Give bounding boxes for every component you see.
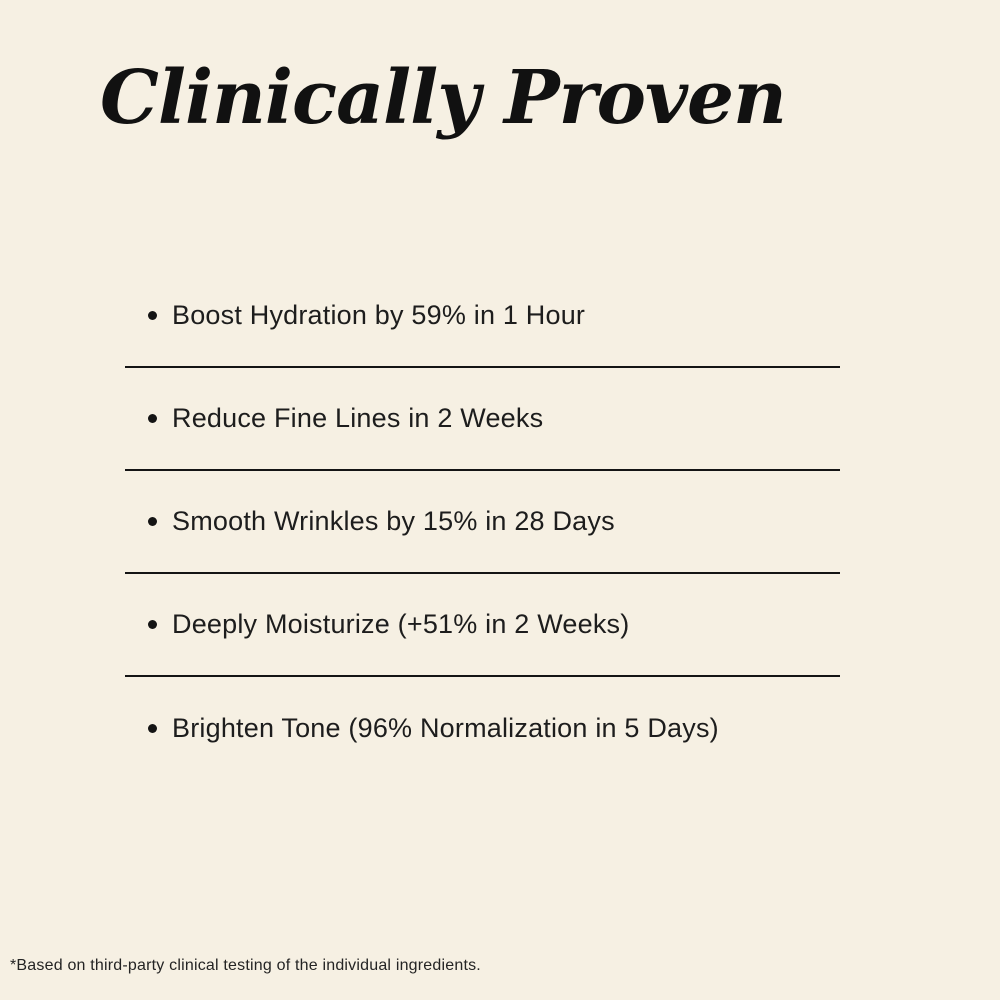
list-item: Reduce Fine Lines in 2 Weeks — [125, 368, 840, 471]
benefit-text: Brighten Tone (96% Normalization in 5 Da… — [172, 713, 719, 743]
footnote-text: *Based on third-party clinical testing o… — [10, 957, 481, 974]
list-item: Deeply Moisturize (+51% in 2 Weeks) — [125, 574, 840, 677]
benefit-list: Boost Hydration by 59% in 1 Hour Reduce … — [125, 265, 840, 780]
list-item: Boost Hydration by 59% in 1 Hour — [125, 265, 840, 368]
list-item: Smooth Wrinkles by 15% in 28 Days — [125, 471, 840, 574]
bullet-icon — [148, 620, 157, 629]
bullet-icon — [148, 414, 157, 423]
benefit-text: Boost Hydration by 59% in 1 Hour — [172, 300, 586, 330]
bullet-icon — [148, 311, 157, 320]
page-title: Clinically Proven — [100, 55, 787, 141]
bullet-icon — [148, 724, 157, 733]
list-item: Brighten Tone (96% Normalization in 5 Da… — [125, 677, 840, 780]
benefit-text: Reduce Fine Lines in 2 Weeks — [172, 403, 544, 433]
benefit-text: Deeply Moisturize (+51% in 2 Weeks) — [172, 609, 630, 639]
benefit-text: Smooth Wrinkles by 15% in 28 Days — [172, 506, 615, 536]
bullet-icon — [148, 517, 157, 526]
